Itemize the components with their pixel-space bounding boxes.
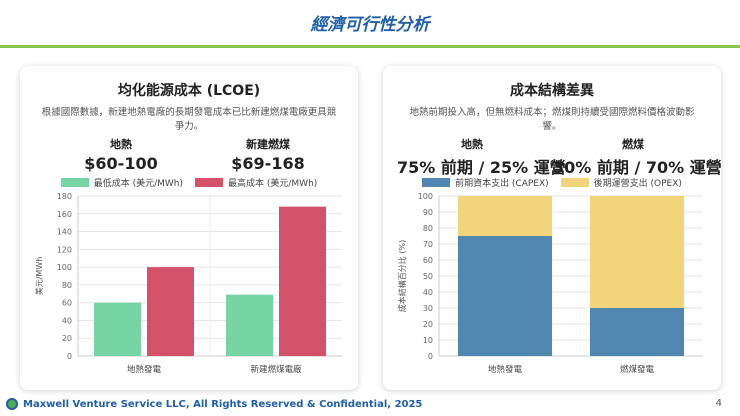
x-tick-label: 地熱發電 (488, 364, 523, 375)
y-axis-label: 成本結構百分比 (%) (397, 240, 407, 312)
y-tick-label: 20 (62, 334, 72, 343)
stat-label: 地熱 (461, 138, 483, 151)
y-tick-label: 90 (423, 208, 433, 217)
y-tick-label: 60 (423, 256, 433, 265)
bar (147, 267, 194, 356)
y-tick-label: 20 (423, 320, 433, 329)
page-number: 4 (715, 398, 722, 409)
legend-swatch (195, 178, 223, 187)
stat-label: 地熱 (110, 138, 132, 151)
lcoe-card-title: 均化能源成本 (LCOE) (117, 83, 261, 99)
y-tick-label: 140 (57, 228, 72, 237)
stacked-bar-segment (590, 308, 684, 356)
legend-swatch (60, 178, 89, 187)
legend-label: 後期運營支出 (OPEX) (593, 179, 682, 189)
legend-item: 前期資本支出 (CAPEX) (422, 176, 549, 189)
cost-chart-legend: 前期資本支出 (CAPEX) 後期運營支出 (OPEX) (383, 176, 721, 189)
stacked-bar-segment (458, 196, 552, 236)
cost-structure-stacked-chart: 0 10 20 30 40 50 60 70 80 90 100 成本結構百分比 (%) 地熱發電 燃煤發… (397, 192, 703, 375)
y-tick-label: 180 (57, 192, 72, 201)
lcoe-card-description: 根據國際數據，新建地熱電廠的長期發電成本已比新建燃煤電廠更具競爭力。 (41, 107, 337, 132)
x-tick-label: 燃煤發電 (620, 364, 655, 375)
y-tick-label: 10 (423, 336, 433, 345)
y-tick-label: 30 (423, 304, 433, 313)
legend-item: 後期運營支出 (OPEX) (560, 176, 682, 189)
stat-label: 新建燃煤 (246, 138, 290, 151)
company-logo-icon (6, 398, 18, 410)
y-tick-label: 160 (57, 210, 72, 219)
y-axis-label: 美元/MWh (34, 257, 44, 296)
footer: Maxwell Venture Service LLC, All Rights … (6, 398, 422, 410)
footer-copyright: Maxwell Venture Service LLC, All Rights … (23, 398, 423, 410)
legend-swatch (422, 178, 451, 187)
stat-value: 75% 前期 / 25% 運營 (397, 158, 566, 177)
y-tick-label: 0 (67, 352, 72, 361)
y-tick-label: 120 (57, 245, 72, 254)
legend-item: 最低成本 (美元/MWh) (60, 176, 183, 189)
y-tick-label: 80 (423, 224, 433, 233)
stat-value: 30% 前期 / 70% 運營 (553, 158, 722, 177)
lcoe-chart-legend: 最低成本 (美元/MWh) 最高成本 (美元/MWh) (20, 176, 358, 189)
slide-title: 經濟可行性分析 (310, 15, 430, 35)
cost-structure-card-description: 地熱前期投入高，但無燃料成本；燃煤則持續受國際燃料價格波動影響。 (409, 107, 695, 132)
y-tick-label: 100 (57, 263, 72, 272)
bar (226, 294, 273, 356)
lcoe-bar-chart: 0 20 40 60 80 100 120 140 160 180 美元/MWh 地熱發電 新建燃煤電廠 (34, 192, 342, 375)
lcoe-card: 均化能源成本 (LCOE) 根據國際數據，新建地熱電廠的長期發電成本已比新建燃煤… (20, 66, 358, 390)
legend-swatch (560, 178, 589, 187)
stat-value: $69-168 (231, 154, 305, 173)
stacked-bar-segment (590, 196, 684, 308)
legend-item: 最高成本 (美元/MWh) (195, 176, 317, 189)
cost-stat-geothermal: 地熱 75% 前期 / 25% 運營 (397, 136, 566, 178)
x-tick-label: 新建燃煤電廠 (250, 364, 302, 375)
y-tick-label: 80 (62, 281, 72, 290)
legend-label: 最高成本 (美元/MWh) (228, 179, 318, 189)
y-tick-label: 40 (62, 316, 72, 325)
y-tick-label: 0 (428, 352, 433, 361)
y-tick-label: 60 (62, 299, 72, 308)
stat-label: 燃煤 (622, 138, 644, 151)
cost-structure-card-title: 成本結構差異 (510, 83, 594, 99)
stacked-bar-segment (458, 236, 552, 356)
bar (279, 206, 326, 356)
stat-value: $60-100 (84, 154, 158, 173)
title-divider (0, 45, 740, 48)
y-tick-label: 70 (423, 240, 433, 249)
bar (94, 302, 141, 356)
lcoe-stat-coal: 新建燃煤 $69-168 (218, 136, 318, 173)
y-tick-label: 40 (423, 288, 433, 297)
y-tick-label: 100 (418, 192, 433, 201)
legend-label: 最低成本 (美元/MWh) (93, 179, 183, 189)
cost-structure-card: 成本結構差異 地熱前期投入高，但無燃料成本；燃煤則持續受國際燃料價格波動影響。 … (383, 66, 722, 390)
lcoe-stat-geothermal: 地熱 $60-100 (76, 136, 166, 173)
cost-stat-coal: 燃煤 30% 前期 / 70% 運營 (553, 136, 722, 178)
x-tick-label: 地熱發電 (127, 364, 162, 375)
legend-label: 前期資本支出 (CAPEX) (455, 179, 549, 189)
y-tick-label: 50 (423, 272, 433, 281)
